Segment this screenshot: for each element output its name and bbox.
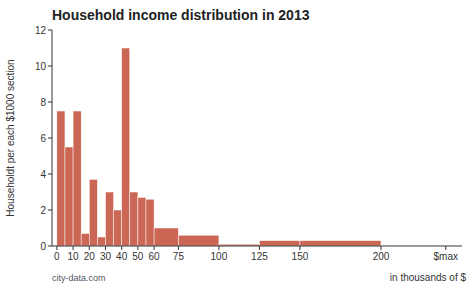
y-tick-label: 10: [35, 61, 47, 72]
x-tick-label: 50: [132, 251, 144, 262]
x-tick-label: 60: [149, 251, 161, 262]
x-tick-label: 0: [54, 251, 60, 262]
x-tick: [73, 246, 74, 250]
y-tick-label: 0: [40, 241, 46, 252]
x-axis-label: in thousands of $: [390, 272, 467, 283]
x-tick: [445, 246, 446, 250]
bar: [114, 210, 122, 246]
y-tick: [48, 174, 52, 175]
y-tick: [48, 246, 52, 247]
bar: [122, 48, 130, 246]
y-tick-label: 4: [40, 169, 46, 180]
bar: [146, 199, 154, 246]
bar: [105, 192, 113, 246]
bar: [138, 197, 146, 246]
x-tick: [105, 246, 106, 250]
x-tick: [299, 246, 300, 250]
bar: [97, 237, 105, 246]
watermark: city-data.com: [52, 273, 106, 283]
bar: [178, 235, 219, 246]
title: Household income distribution in 2013: [52, 7, 310, 23]
bar: [154, 228, 178, 246]
x-tick-label: 100: [211, 251, 228, 262]
x-tick: [89, 246, 90, 250]
bar: [57, 111, 65, 246]
bar: [259, 241, 300, 246]
y-tick: [48, 138, 52, 139]
y-tick: [48, 210, 52, 211]
bar: [89, 179, 97, 246]
bar: [73, 111, 81, 246]
y-tick: [48, 102, 52, 103]
x-tick: [154, 246, 155, 250]
x-tick-label: 150: [292, 251, 309, 262]
x-tick: [121, 246, 122, 250]
x-tick-label: 200: [373, 251, 390, 262]
x-tick-label: 20: [84, 251, 96, 262]
x-tick: [259, 246, 260, 250]
x-tick: [178, 246, 179, 250]
y-tick-label: 2: [40, 205, 46, 216]
y-axis-label: Householdt per each $1000 section: [5, 59, 16, 216]
bars: [57, 48, 381, 246]
bar: [300, 241, 381, 246]
y-tick: [48, 30, 52, 31]
x-tick-label: 125: [251, 251, 268, 262]
x-tick: [56, 246, 57, 250]
x-tick: [380, 246, 381, 250]
x-tick-label: 75: [173, 251, 185, 262]
bar: [65, 147, 73, 246]
chart: 0 10 20 30 40 50 60 75 100 125 150 200 $max 0 2 4 6 8 10 12…: [0, 0, 474, 289]
bar: [81, 233, 89, 246]
y-tick-label: 8: [40, 97, 46, 108]
x-axis: [52, 246, 462, 247]
x-tick-label: 10: [68, 251, 80, 262]
y-tick-label: 6: [40, 133, 46, 144]
x-tick: [218, 246, 219, 250]
bar: [130, 192, 138, 246]
x-tick-label: 30: [100, 251, 112, 262]
y-tick: [48, 66, 52, 67]
y-tick-label: 12: [35, 25, 47, 36]
x-tick: [137, 246, 138, 250]
x-tick-label: 40: [116, 251, 128, 262]
x-tick-label: $max: [434, 251, 458, 262]
